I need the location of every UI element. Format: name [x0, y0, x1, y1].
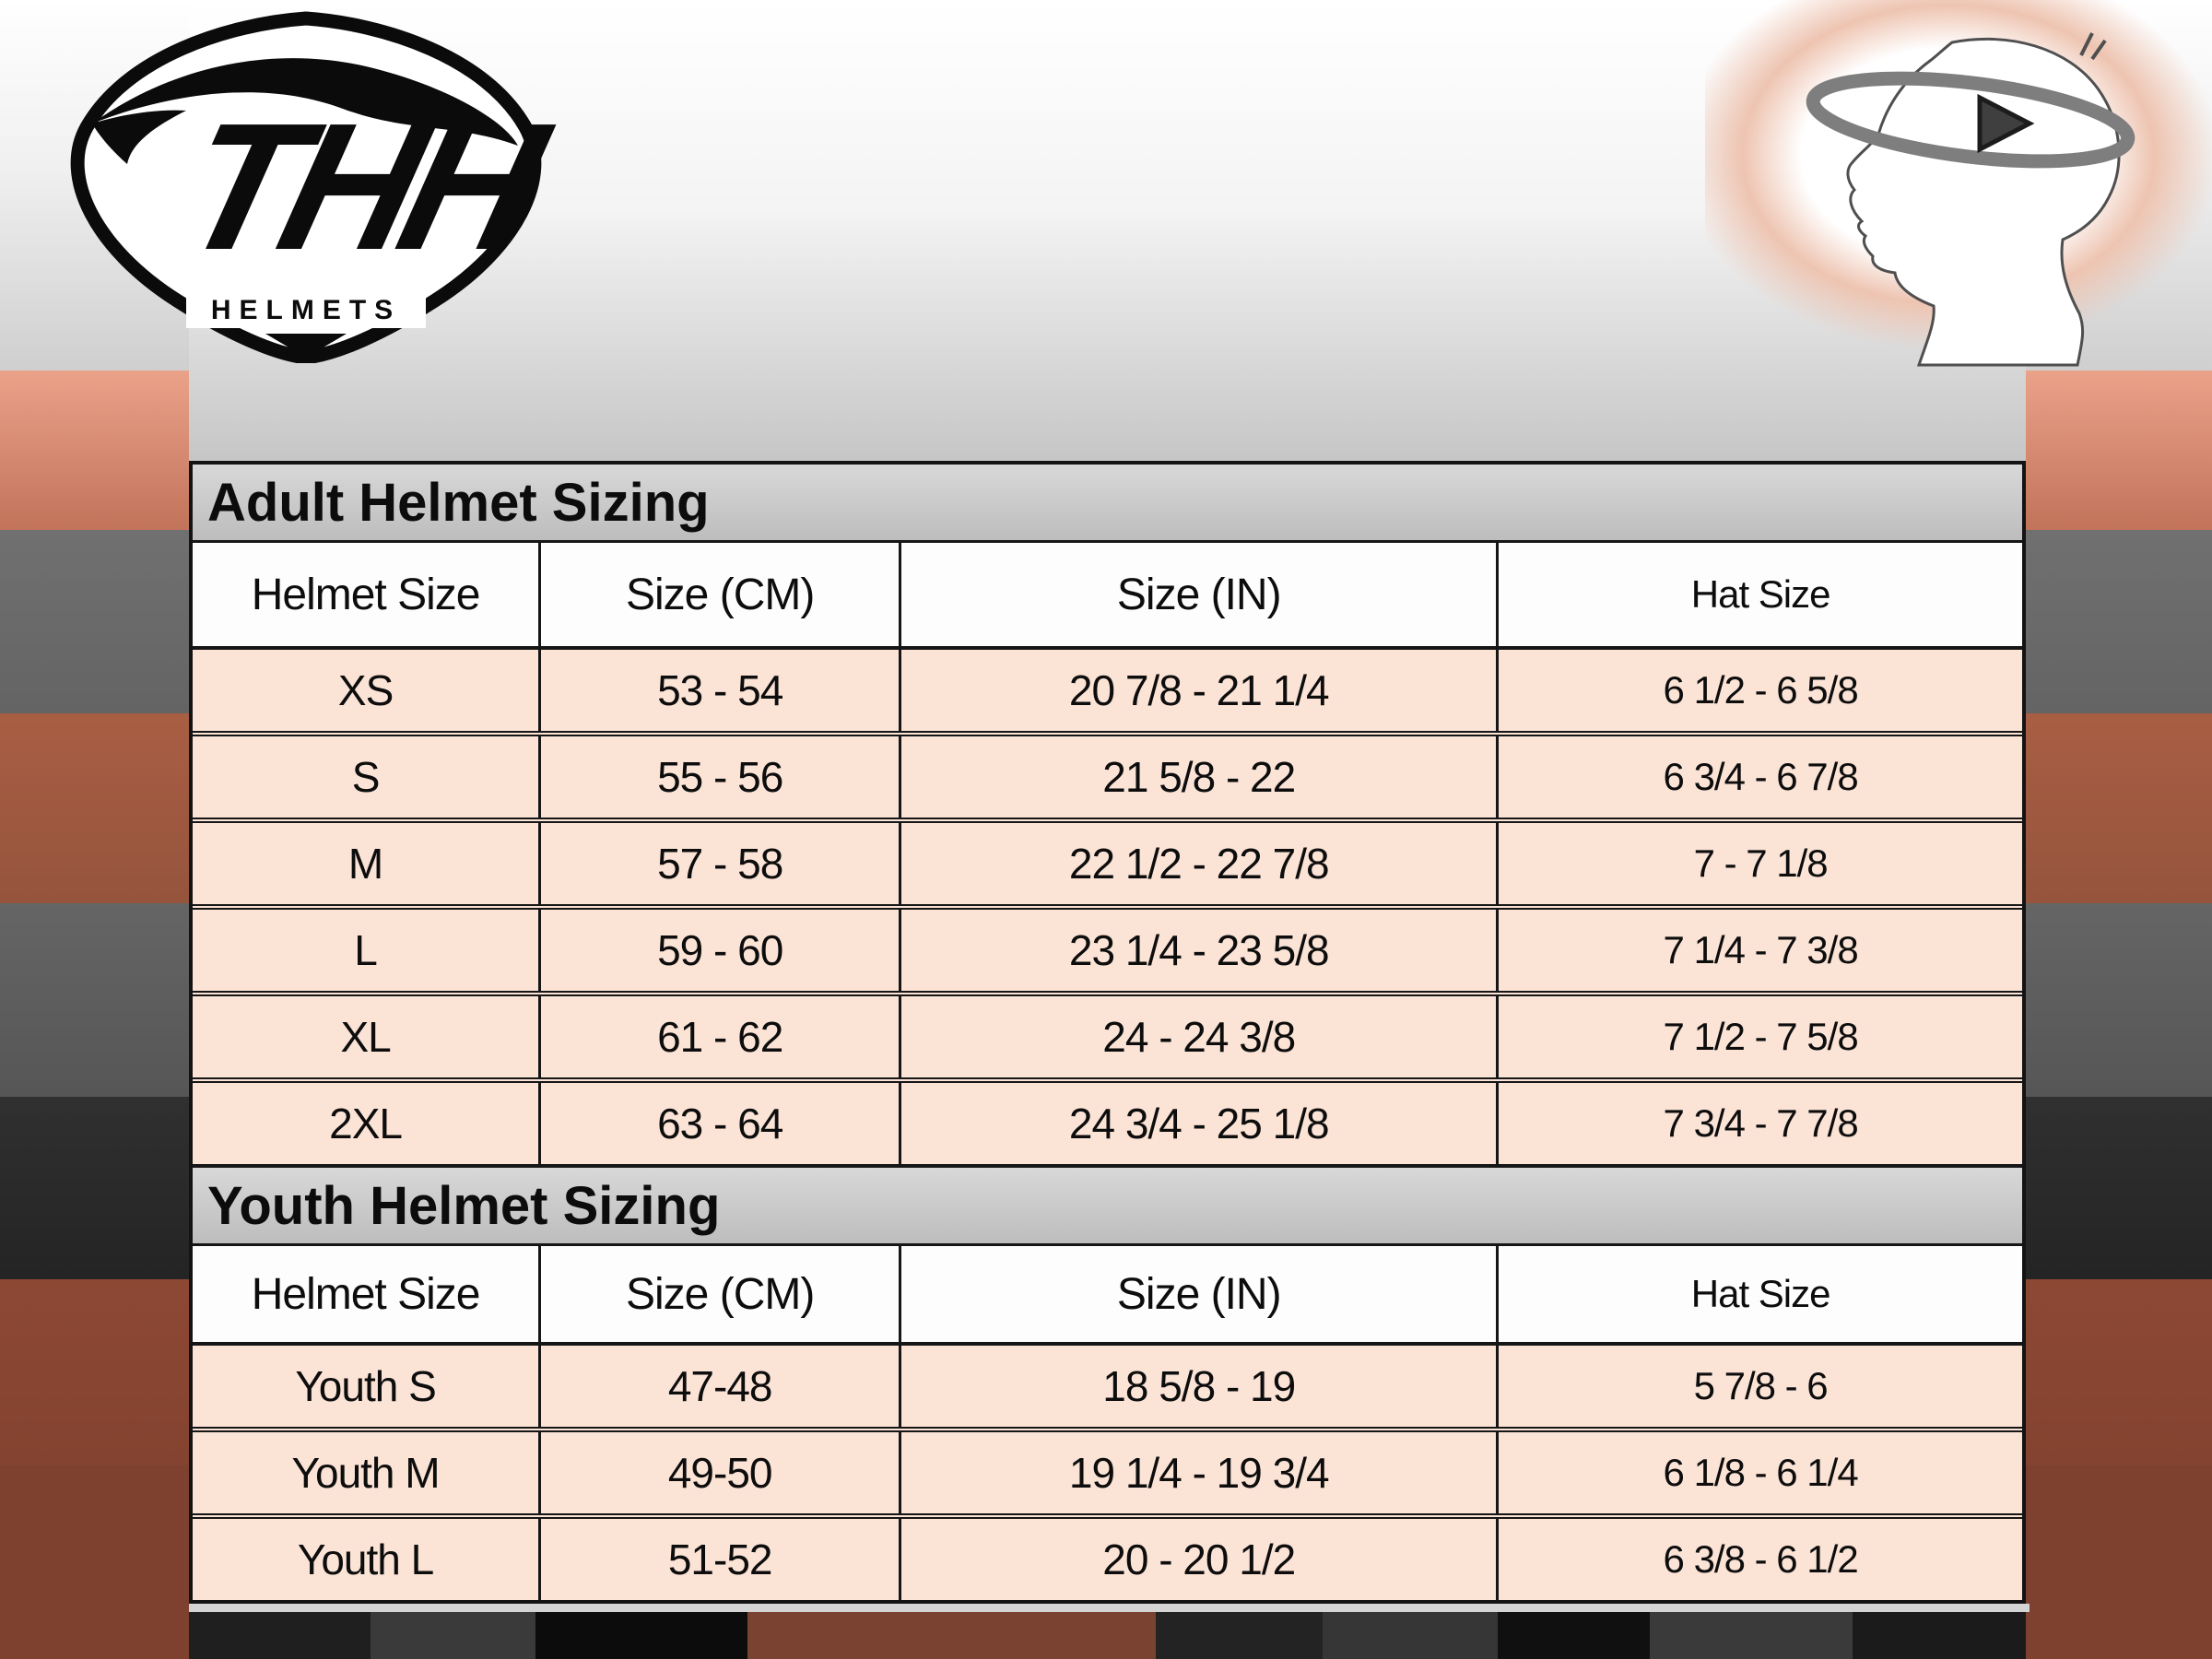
adult-section-title-text: Adult Helmet Sizing [207, 472, 710, 533]
column-header: Hat Size [1496, 543, 2022, 646]
table-row: Youth S 47-48 18 5/8 - 19 5 7/8 - 6 [193, 1346, 2022, 1427]
table-row: S 55 - 56 21 5/8 - 22 6 3/4 - 6 7/8 [193, 731, 2022, 818]
table-row: M 57 - 58 22 1/2 - 22 7/8 7 - 7 1/8 [193, 818, 2022, 904]
column-header: Size (IN) [899, 543, 1496, 646]
logo-swoosh-hook [92, 110, 186, 164]
table-cell: 47-48 [538, 1346, 899, 1427]
table-cell: 6 3/8 - 6 1/2 [1496, 1519, 2022, 1600]
table-cell: 22 1/2 - 22 7/8 [899, 823, 1496, 904]
column-header: Helmet Size [251, 570, 481, 619]
adult-section-title: Adult Helmet Sizing [193, 465, 2022, 543]
table-cell: 18 5/8 - 19 [899, 1346, 1496, 1427]
youth-section-title-text: Youth Helmet Sizing [207, 1175, 721, 1236]
head-measurement-icon [1705, 0, 2212, 369]
table-cell: 49-50 [538, 1432, 899, 1513]
table-cell: L [354, 926, 378, 974]
logo-text: THH [163, 87, 567, 288]
table-cell: 19 1/4 - 19 3/4 [899, 1432, 1496, 1513]
table-cell: 7 1/4 - 7 3/8 [1496, 910, 2022, 991]
table-cell: XL [340, 1013, 391, 1061]
column-header: Size (IN) [899, 1246, 1496, 1342]
logo-band [186, 288, 426, 328]
sizing-table: Adult Helmet Sizing Helmet Size Size (CM)… [189, 461, 2026, 1604]
table-cell: 7 1/2 - 7 5/8 [1496, 996, 2022, 1077]
bg-block [1650, 1606, 1853, 1659]
table-cell: 20 - 20 1/2 [899, 1519, 1496, 1600]
adult-sizing-section: Adult Helmet Sizing Helmet Size Size (CM)… [193, 465, 2022, 1164]
table-cell: 7 3/4 - 7 7/8 [1496, 1083, 2022, 1164]
table-row: Youth M 49-50 19 1/4 - 19 3/4 6 1/8 - 6 1/4 [193, 1427, 2022, 1513]
table-cell: 2XL [329, 1100, 403, 1147]
table-shadow [189, 1604, 2030, 1612]
table-cell: 24 3/4 - 25 1/8 [899, 1083, 1496, 1164]
table-cell: 24 - 24 3/8 [899, 996, 1496, 1077]
bg-block [1498, 1606, 1650, 1659]
bg-block [1156, 1606, 1323, 1659]
column-header: Size (CM) [538, 1246, 899, 1342]
table-cell: 6 3/4 - 6 7/8 [1496, 736, 2022, 818]
column-header: Size (CM) [538, 543, 899, 646]
youth-section-title: Youth Helmet Sizing [193, 1164, 2022, 1246]
table-row: L 59 - 60 23 1/4 - 23 5/8 7 1/4 - 7 3/8 [193, 904, 2022, 991]
column-header: Hat Size [1496, 1246, 2022, 1342]
table-row: 2XL 63 - 64 24 3/4 - 25 1/8 7 3/4 - 7 7/8 [193, 1077, 2022, 1164]
table-row: Youth L 51-52 20 - 20 1/2 6 3/8 - 6 1/2 [193, 1513, 2022, 1600]
thh-logo: THH HELMETS [70, 11, 567, 363]
bg-block [535, 1606, 747, 1659]
table-cell: Youth L [297, 1535, 434, 1583]
bg-bottom-blocks [189, 1606, 2026, 1659]
table-cell: 51-52 [538, 1519, 899, 1600]
table-cell: S [351, 753, 381, 801]
table-cell: 7 - 7 1/8 [1496, 823, 2022, 904]
table-cell: 6 1/8 - 6 1/4 [1496, 1432, 2022, 1513]
bg-block [747, 1606, 1156, 1659]
table-cell: 63 - 64 [538, 1083, 899, 1164]
youth-header-row: Helmet Size Size (CM) Size (IN) Hat Size [193, 1246, 2022, 1346]
adult-header-row: Helmet Size Size (CM) Size (IN) Hat Size [193, 543, 2022, 650]
logo-tail [265, 334, 347, 358]
table-cell: Youth M [291, 1449, 441, 1497]
head-silhouette [1846, 37, 2121, 367]
logo-subtext: HELMETS [211, 295, 401, 325]
head-ear-tuft [2079, 32, 2107, 61]
measure-arrow-icon [1977, 93, 2035, 154]
table-cell: 20 7/8 - 21 1/4 [899, 650, 1496, 731]
youth-sizing-section: Youth Helmet Sizing Helmet Size Size (CM)… [193, 1164, 2022, 1600]
bg-block [1853, 1606, 2026, 1659]
table-cell: 6 1/2 - 6 5/8 [1496, 650, 2022, 731]
table-cell: 59 - 60 [538, 910, 899, 991]
table-cell: 61 - 62 [538, 996, 899, 1077]
table-cell: 55 - 56 [538, 736, 899, 818]
bg-block [371, 1606, 535, 1659]
table-cell: Youth S [295, 1362, 436, 1410]
table-cell: 57 - 58 [538, 823, 899, 904]
table-cell: XS [337, 666, 394, 714]
table-row: XL 61 - 62 24 - 24 3/8 7 1/2 - 7 5/8 [193, 991, 2022, 1077]
logo-swoosh [92, 58, 518, 146]
table-cell: M [347, 840, 383, 888]
bg-block [189, 1606, 371, 1659]
table-cell: 53 - 54 [538, 650, 899, 731]
table-cell: 5 7/8 - 6 [1496, 1346, 2022, 1427]
table-cell: 21 5/8 - 22 [899, 736, 1496, 818]
bg-block [1323, 1606, 1498, 1659]
table-cell: 23 1/4 - 23 5/8 [899, 910, 1496, 991]
measuring-tape [1806, 71, 2136, 169]
column-header: Helmet Size [251, 1269, 481, 1319]
table-row: XS 53 - 54 20 7/8 - 21 1/4 6 1/2 - 6 5/8 [193, 650, 2022, 731]
